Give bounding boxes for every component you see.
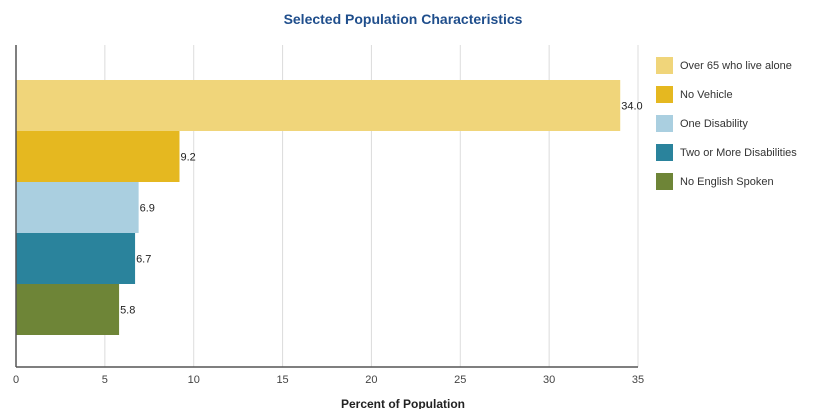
legend-label: Over 65 who live alone xyxy=(680,60,792,72)
x-tick-label: 25 xyxy=(454,374,466,386)
bar xyxy=(16,131,180,182)
x-axis-label: Percent of Population xyxy=(341,397,465,409)
x-tick-label: 15 xyxy=(276,374,288,386)
legend-swatch xyxy=(656,144,673,161)
legend-swatch xyxy=(656,173,673,190)
chart-title: Selected Population Characteristics xyxy=(284,11,523,27)
legend-swatch xyxy=(656,57,673,74)
x-tick-labels: 0 5 10 15 20 25 30 35 xyxy=(13,374,644,386)
legend-label: Two or More Disabilities xyxy=(680,147,797,159)
data-label: 9.2 xyxy=(180,152,195,164)
x-tick-label: 30 xyxy=(543,374,555,386)
axes xyxy=(15,45,638,368)
legend-swatch xyxy=(656,115,673,132)
data-label: 34.0 xyxy=(621,101,642,113)
x-tick-label: 20 xyxy=(365,374,377,386)
x-tick-label: 10 xyxy=(188,374,200,386)
x-tick-label: 5 xyxy=(102,374,108,386)
bar xyxy=(16,233,136,284)
legend-label: No Vehicle xyxy=(680,89,733,101)
data-label: 6.7 xyxy=(136,254,151,266)
x-tick-label: 0 xyxy=(13,374,19,386)
legend-label: No English Spoken xyxy=(680,176,774,188)
legend: Over 65 who live alone No Vehicle One Disa… xyxy=(656,57,797,190)
data-label: 5.8 xyxy=(120,305,135,317)
bar xyxy=(16,80,621,131)
legend-swatch xyxy=(656,86,673,103)
bars xyxy=(16,80,621,335)
data-labels: 34.0 9.2 6.9 6.7 5.8 xyxy=(120,101,643,317)
bar xyxy=(16,284,120,335)
data-label: 6.9 xyxy=(140,203,155,215)
bar xyxy=(16,182,139,233)
legend-label: One Disability xyxy=(680,118,748,130)
x-tick-label: 35 xyxy=(632,374,644,386)
